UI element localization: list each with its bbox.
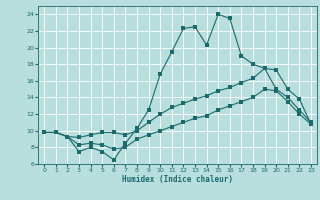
X-axis label: Humidex (Indice chaleur): Humidex (Indice chaleur) [122, 175, 233, 184]
